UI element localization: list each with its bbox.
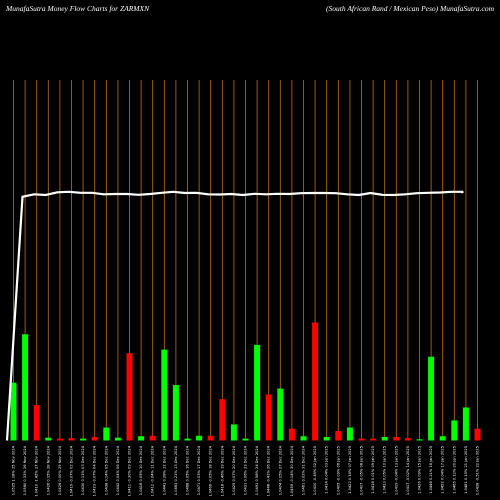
money-flow-bar [381,436,388,441]
money-flow-bar [230,424,237,441]
money-flow-bar [428,356,435,441]
money-flow-bar [56,438,63,441]
money-flow-bar [103,427,110,441]
money-flow-bar [196,435,203,441]
x-tick-label: 1.0423 -0.07% 04 Dec 2024 [93,445,97,496]
x-tick-label: 1.0410 -1.42% 27 Nov 2024 [35,445,39,496]
money-flow-bar [184,438,191,441]
x-tick-label: 1.0466 -0.05% 18 Dec 2024 [209,445,213,496]
x-tick-label: 1.0410 -0.49% 02 Jan 2025 [313,446,317,495]
x-tick-label: 1.0468 0.05% 16 Dec 2024 [186,445,190,495]
money-flow-bar [462,407,469,441]
money-flow-bar [114,437,121,441]
x-tick-label: 1.0425 0.07% 20 Dec 2024 [232,445,236,495]
money-flow-bar [277,388,284,441]
x-tick-label: 1.0426 0.00% 29 Nov 2024 [58,445,62,495]
x-tick-label: 1.0431 0.06% 23 Dec 2024 [244,445,248,495]
x-tick-label: 1.0438 0.14% 05 Dec 2024 [104,445,108,495]
money-flow-bar [300,436,307,441]
x-tick-label: 1.0416 0.05% 10 Dec 2024 [139,445,143,495]
x-tick-label: 1.0419 -0.07% 02 Dec 2024 [70,445,74,496]
money-flow-bar [358,438,365,441]
x-tick-label: 1.0441 0.28% 12 Dec 2024 [162,445,166,495]
money-flow-bar [80,438,87,441]
money-flow-bar [207,435,214,441]
x-tick-label: 1.0426 0.09% 15 Jan 2025 [418,446,422,494]
x-tick-label: 1.0417 -0.05% 08 Jan 2025 [360,446,364,495]
money-flow-bar [22,334,29,441]
x-tick-label: 1.0448 0.21% 16 Jan 2025 [429,446,433,494]
x-tick-label: 1.0560 0.33% 26 Nov 2024 [23,445,27,495]
money-flow-bar [172,385,179,441]
x-tick-label: 1.0465 0.12% 20 Jan 2025 [452,446,456,494]
money-flow-bar [346,427,353,441]
money-flow-bar [312,322,319,441]
money-flow-bar [149,435,156,441]
money-flow-bars [10,322,481,441]
money-flow-bar [91,436,98,441]
money-flow-bar [416,439,423,441]
money-flow-bar [370,438,377,441]
x-tick-label: 1.0419 -0.04% 13 Jan 2025 [394,446,398,495]
x-tick-label: 1.0405 -0.09% 06 Jan 2025 [336,446,340,495]
chart-subtitle: (South African Rand / Mexican Peso) Muna… [326,4,494,13]
x-tick-label: 1.0525 1.18% 25 Nov 2024 [12,445,16,495]
x-tick-label: 1.0452 0.04% 17 Jan 2025 [441,446,445,494]
money-flow-bar [254,344,261,441]
x-tick-label: 1.0411 -0.30% 09 Dec 2024 [128,445,132,496]
money-flow-bar [68,438,75,441]
x-tick-label: 1.0442 0.04% 06 Dec 2024 [116,445,120,495]
x-tick-label: 1.0474 0.25% 27 Dec 2024 [278,445,282,495]
price-line-path [5,190,464,441]
x-tick-label: 1.0428 -0.51% 22 Jan 2025 [476,446,480,495]
money-flow-bar [288,428,295,441]
money-flow-bar [393,436,400,441]
x-tick-label: 1.0459 -0.14% 30 Dec 2024 [290,445,294,496]
x-tick-label: 1.0491 0.58% 24 Dec 2024 [255,445,259,495]
price-line [5,190,464,441]
x-tick-label: 1.0426 0.15% 28 Nov 2024 [46,445,50,495]
money-flow-bar [323,436,330,441]
money-flow-bar [242,438,249,441]
x-tick-label: 1.0448 -0.41% 26 Dec 2024 [267,445,271,496]
x-tick-label: 1.0471 0.03% 17 Dec 2024 [197,445,201,495]
x-tick-label: 1.0423 0.05% 10 Jan 2025 [383,446,387,494]
money-flow-bar [126,353,133,441]
x-axis-labels: 1.0525 1.18% 25 Nov 2024 1.0560 0.33% 26 … [12,445,480,496]
money-flow-bar [161,349,168,441]
x-tick-label: 1.0418 0.01% 09 Jan 2025 [371,446,375,494]
x-tick-label: 1.0418 -0.46% 19 Dec 2024 [220,445,224,496]
money-flow-bar [219,399,226,441]
x-tick-label: 1.0414 0.04% 03 Jan 2025 [325,446,329,494]
x-tick-label: 1.0430 0.11% 03 Dec 2024 [81,445,85,495]
x-tick-label: 1.0463 0.21% 13 Dec 2024 [174,445,178,495]
money-flow-bar [138,436,145,441]
vertical-grid [13,80,478,441]
x-tick-label: 1.0417 -0.02% 14 Jan 2025 [406,446,410,495]
money-flow-bar [265,394,272,441]
money-flow-bar [335,431,342,441]
chart-title: MunafaSutra Money Flow Charts for ZARMXN [6,4,150,13]
money-flow-bar [474,428,481,441]
x-tick-label: 1.0481 0.15% 21 Jan 2025 [464,446,468,494]
money-flow-bar [451,420,458,441]
x-tick-label: 1.0412 -0.04% 11 Dec 2024 [151,445,155,496]
money-flow-bar [33,405,40,441]
money-flow-bar [45,437,52,441]
money-flow-bar [10,382,17,441]
x-tick-label: 1.0422 0.16% 07 Jan 2025 [348,446,352,494]
money-flow-bar [439,436,446,441]
x-tick-label: 1.0461 0.02% 31 Dec 2024 [302,445,306,495]
money-flow-bar [404,438,411,441]
